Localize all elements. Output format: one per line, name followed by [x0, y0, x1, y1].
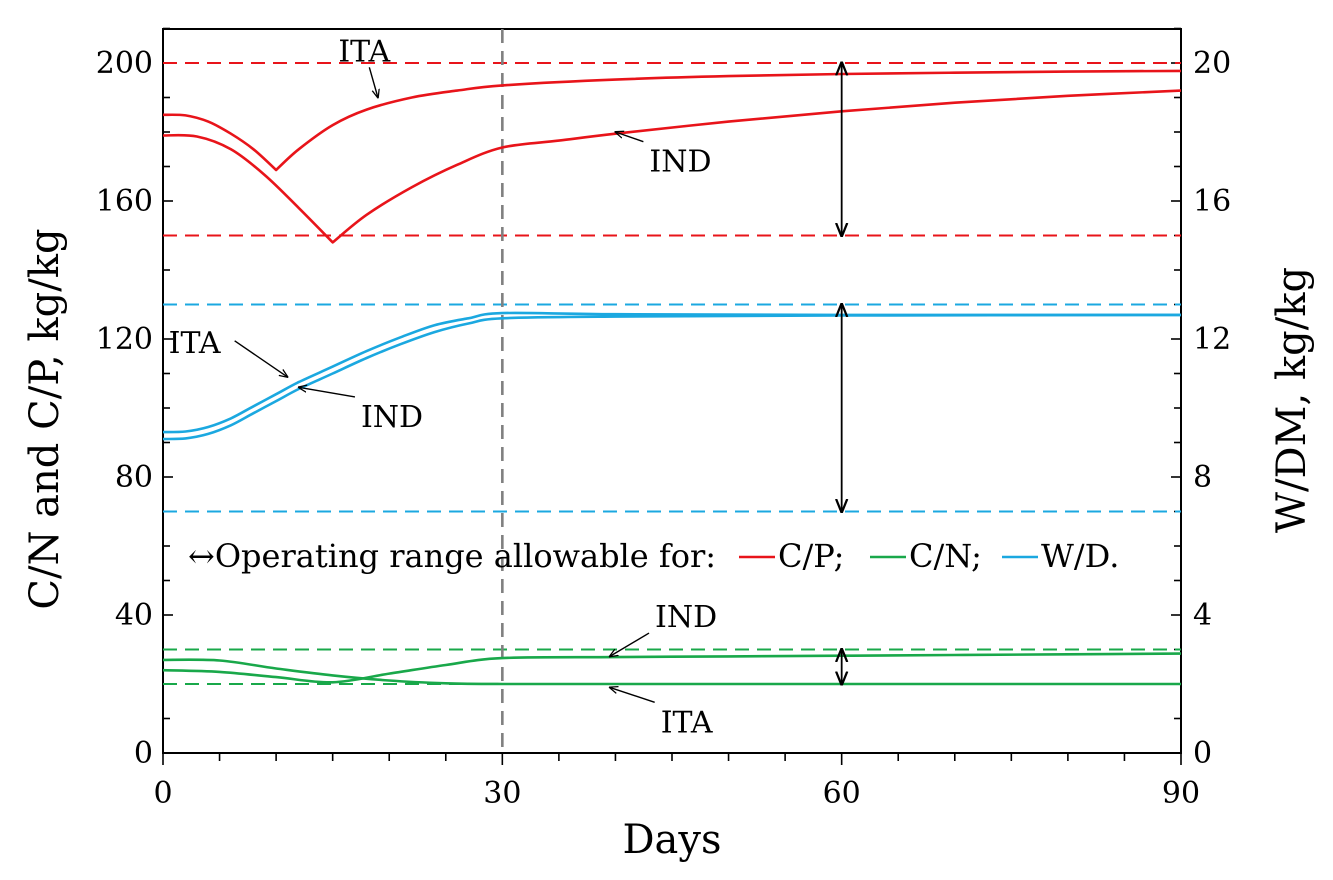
anno-wd-ind-label: IND [361, 400, 423, 435]
x-tick-label: 60 [823, 776, 861, 811]
y-right-tick-label: 0 [1193, 736, 1212, 771]
y-left-tick-label: 0 [134, 736, 153, 771]
series-c-p-ita [162, 69, 1182, 172]
y-right-tick-label: 16 [1193, 184, 1231, 219]
y-left-tick-label: 200 [96, 46, 153, 81]
y-axis-right-title: W/DM, kg/kg [1269, 267, 1315, 533]
legend-label-cp: C/P; [778, 537, 844, 575]
legend-prefix: ↔Operating range allowable for: [188, 537, 716, 575]
anno-cp-ita-label: ITA [338, 34, 390, 69]
y-right-tick-label: 8 [1193, 460, 1212, 495]
y-right-tick-label: 12 [1193, 322, 1231, 357]
anno-cn-ita-label: ITA [661, 705, 713, 740]
anno-cp-ita-arrow [368, 67, 378, 97]
anno-cp-ind-label: IND [649, 145, 711, 180]
series-c-n-ita [162, 658, 1181, 686]
series-w-d-ita [162, 311, 1182, 434]
anno-cn-ind-label: IND [655, 600, 717, 635]
y-axis-left-title: C/N and C/P, kg/kg [22, 228, 68, 609]
anno-wd-ita-label: ITA [169, 326, 221, 361]
x-tick-label: 30 [483, 776, 521, 811]
anno-cp-ind-arrow [615, 132, 644, 143]
y-left-tick-label: 80 [115, 460, 153, 495]
anno-cn-ita-arrow [610, 687, 655, 703]
y-right-tick-label: 4 [1193, 598, 1212, 633]
y-right-tick-label: 20 [1193, 46, 1231, 81]
anno-wd-ind-arrow [299, 387, 356, 398]
x-tick-label: 90 [1162, 776, 1200, 811]
series-w-d-ind [162, 313, 1182, 441]
series-c-n-ind [162, 652, 1182, 684]
legend-label-wd: W/D. [1041, 537, 1119, 575]
x-tick-label: 0 [153, 776, 172, 811]
legend: ↔Operating range allowable for: C/P; C/N… [188, 537, 1119, 575]
x-axis-title: Days [622, 817, 721, 863]
anno-cn-ind-arrow [610, 632, 650, 656]
series-c-p-ind [162, 89, 1182, 244]
y-left-tick-label: 40 [115, 598, 153, 633]
y-left-tick-label: 160 [96, 184, 153, 219]
y-left-tick-label: 120 [96, 322, 153, 357]
legend-label-cn: C/N; [909, 537, 982, 575]
anno-wd-ita-arrow [234, 340, 288, 377]
